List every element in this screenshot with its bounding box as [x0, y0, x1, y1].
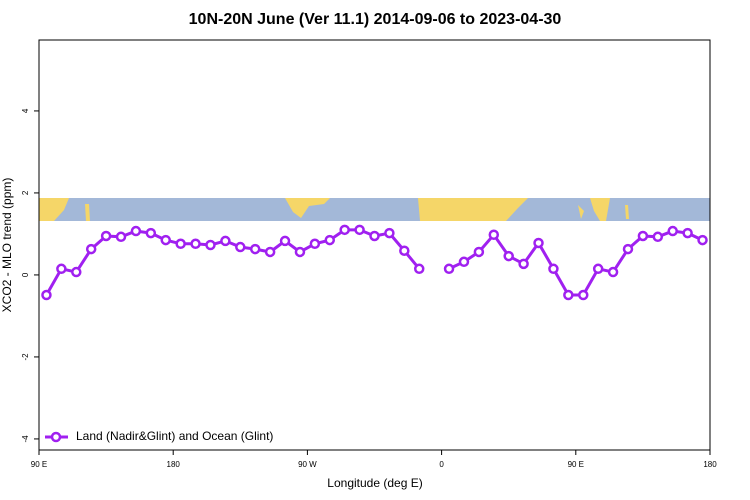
point [503, 250, 514, 262]
x-axis-label: Longitude (deg E) [327, 476, 422, 490]
point [130, 225, 142, 237]
point [637, 230, 649, 242]
point [697, 234, 708, 246]
point [294, 246, 306, 258]
y-tick-label: 4 [21, 108, 30, 113]
point [667, 225, 678, 237]
point [205, 239, 216, 251]
point [488, 229, 500, 240]
point [563, 289, 574, 301]
point [145, 227, 157, 239]
chart-title: 10N-20N June (Ver 11.1) 2014-09-06 to 20… [189, 11, 562, 28]
y-axis-label: XCO2 - MLO trend (ppm) [0, 178, 14, 313]
point [85, 243, 97, 255]
y-tick-label: -2 [21, 353, 30, 361]
point [71, 266, 82, 278]
point [264, 246, 276, 258]
point [473, 246, 485, 258]
point [249, 243, 261, 255]
point [369, 230, 380, 242]
point [235, 241, 246, 253]
point [324, 234, 336, 246]
legend-marker [50, 431, 62, 443]
point [175, 238, 186, 250]
x-tick-label: 90 E [31, 460, 47, 469]
point [399, 245, 410, 256]
point [443, 263, 455, 275]
point [41, 289, 52, 301]
y-tick-label: 2 [21, 190, 30, 195]
point [578, 289, 589, 301]
point [622, 243, 634, 255]
point [100, 230, 112, 242]
point [309, 238, 321, 250]
point [279, 235, 291, 247]
point [190, 238, 201, 250]
plot-frame [38, 39, 711, 451]
point [384, 227, 395, 239]
point [533, 237, 544, 249]
point [682, 227, 693, 239]
x-tick-label: 90 E [568, 460, 584, 469]
point [592, 263, 604, 275]
y-tick-label: -4 [21, 435, 30, 443]
point [160, 234, 171, 246]
point [607, 266, 619, 278]
x-tick-label: 0 [439, 460, 444, 469]
y-tick-label: 0 [21, 272, 30, 277]
point [413, 263, 425, 275]
point [354, 224, 365, 236]
map-strip [39, 198, 710, 221]
x-tick-label: 180 [703, 460, 717, 469]
legend-label: Land (Nadir&Glint) and Ocean (Glint) [76, 429, 273, 443]
x-tick-label: 90 W [298, 460, 317, 469]
point [458, 256, 470, 268]
point [548, 263, 559, 275]
x-tick-label: 180 [167, 460, 181, 469]
point [652, 231, 664, 243]
point [339, 224, 350, 236]
point [115, 231, 127, 243]
point [518, 258, 529, 270]
point [220, 235, 231, 247]
point [56, 263, 67, 275]
